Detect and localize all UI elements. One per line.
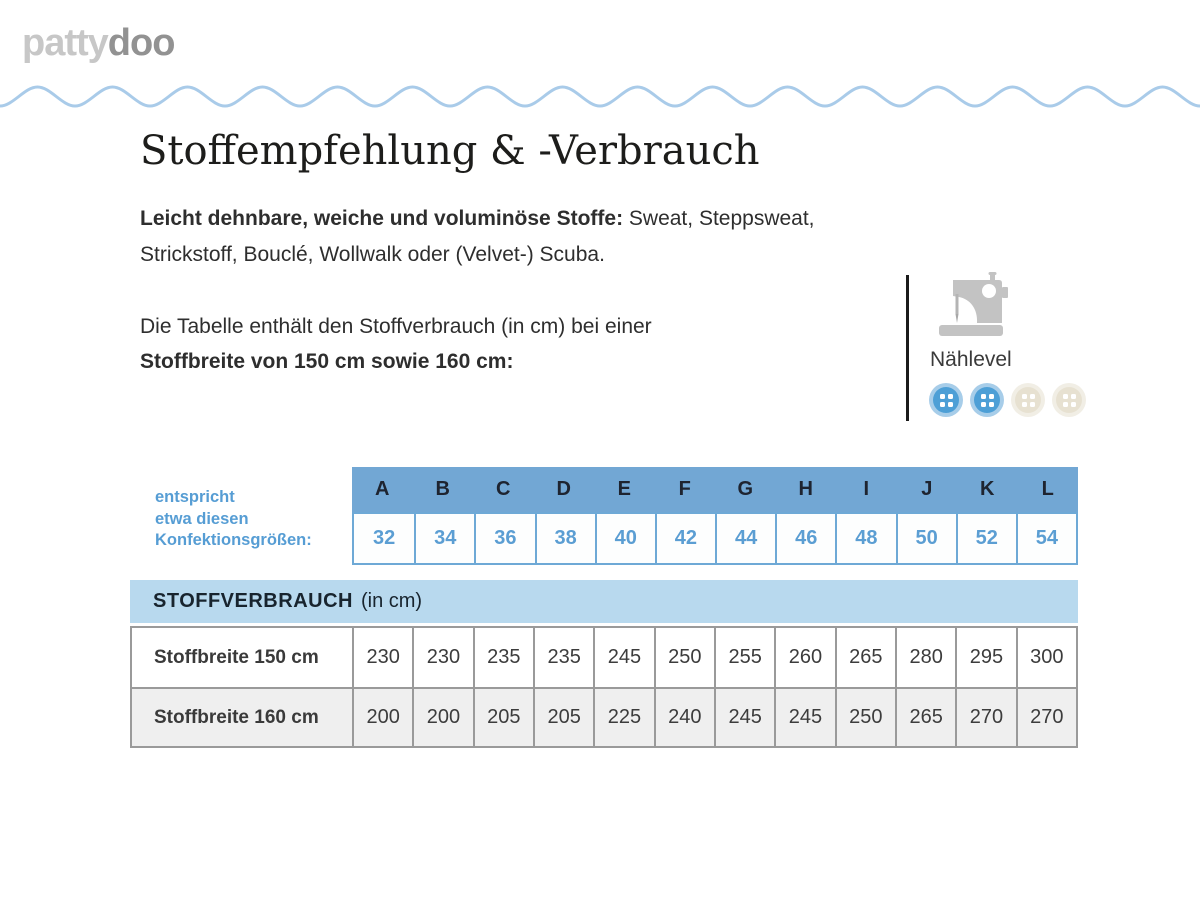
value-cell: 235: [532, 628, 593, 687]
button-icon-inactive: [1052, 383, 1086, 417]
size-letter-cell: L: [1041, 478, 1054, 500]
value-cell: 295: [955, 628, 1015, 687]
size-number-cell: 48: [835, 514, 895, 563]
value-cell: 245: [713, 689, 774, 746]
value-cell: 240: [653, 689, 714, 746]
value-cell: 200: [412, 689, 472, 746]
note-line-2: Stoffbreite von 150 cm sowie 160 cm:: [140, 350, 514, 373]
naehlevel-label: Nählevel: [930, 348, 1012, 371]
size-letter-cell: K: [980, 478, 995, 500]
size-letter-cell: F: [678, 478, 691, 500]
value-cell: 255: [713, 628, 774, 687]
sewing-machine-icon: [939, 272, 1008, 336]
size-letter-cell: I: [863, 478, 870, 500]
size-letters-row: A B C D E F G H I J K L: [352, 467, 1078, 512]
row-label: Stoffbreite 160 cm: [154, 706, 319, 728]
fabric-recommendation-text: Leicht dehnbare, weiche und voluminöse S…: [140, 201, 815, 273]
intro-line-1: Leicht dehnbare, weiche und voluminöse S…: [140, 201, 815, 237]
note-line-1: Die Tabelle enthält den Stoffverbrauch (…: [140, 315, 652, 338]
size-number-cell: 46: [775, 514, 835, 563]
value-cell: 245: [774, 689, 834, 746]
value-cell: 245: [593, 628, 653, 687]
intro-regular: Sweat, Steppsweat,: [628, 207, 815, 230]
size-letter-cell: C: [496, 478, 511, 500]
consumption-table: Stoffbreite 150 cm 230 230 235 235 245 250 255…: [130, 626, 1078, 748]
value-cell: 270: [955, 689, 1015, 746]
value-cell: 260: [774, 628, 834, 687]
value-cell: 265: [834, 628, 895, 687]
size-letter-cell: G: [737, 478, 754, 500]
logo-part-light: patty: [22, 22, 109, 64]
size-number-cell: 36: [474, 514, 534, 563]
button-icon-active: [970, 383, 1004, 417]
value-cell: 200: [352, 689, 412, 746]
size-letter-cell: J: [921, 478, 933, 500]
value-cell: 205: [532, 689, 593, 746]
size-number-cell: 50: [895, 514, 956, 563]
button-icon-active: [929, 383, 963, 417]
value-cell: 280: [894, 628, 955, 687]
intro-line-2: Strickstoff, Bouclé, Wollwalk oder (Velv…: [140, 243, 605, 266]
table-row-160: Stoffbreite 160 cm 200 200 205 205 225 240 245…: [132, 687, 1076, 746]
size-letter-cell: E: [617, 478, 631, 500]
value-cell: 300: [1015, 628, 1076, 687]
value-cell: 230: [412, 628, 472, 687]
naehlevel-rating: [929, 383, 1086, 417]
caption-line: entspricht: [155, 488, 235, 506]
value-cell: 230: [352, 628, 412, 687]
table-row-150: Stoffbreite 150 cm 230 230 235 235 245 250 255…: [132, 628, 1076, 687]
pattydoo-logo: pattydoo: [22, 22, 176, 65]
logo-part-dark: doo: [107, 22, 176, 64]
wave-divider: [0, 82, 1200, 112]
page-title: Stoffempfehlung & -Verbrauch: [140, 128, 760, 174]
value-cell: 250: [834, 689, 895, 746]
value-cell: 225: [593, 689, 653, 746]
value-cell: 270: [1015, 689, 1076, 746]
size-letter-cell: H: [798, 478, 813, 500]
consumption-header-unit: (in cm): [360, 590, 423, 612]
row-label: Stoffbreite 150 cm: [154, 646, 319, 668]
value-cell: 250: [653, 628, 714, 687]
size-number-cell: 40: [594, 514, 655, 563]
size-number-cell: 54: [1015, 514, 1076, 563]
size-number-cell: 42: [654, 514, 715, 563]
button-icon-inactive: [1011, 383, 1045, 417]
value-cell: 235: [472, 628, 533, 687]
size-number-cell: 52: [955, 514, 1016, 563]
vertical-divider: [906, 275, 909, 421]
intro-bold: Leicht dehnbare, weiche und voluminöse S…: [140, 207, 624, 230]
size-number-cell: 34: [414, 514, 474, 563]
caption-line: Konfektionsgrößen:: [155, 531, 312, 549]
consumption-header-band: STOFFVERBRAUCH (in cm): [130, 580, 1078, 623]
size-letter-cell: B: [435, 478, 450, 500]
size-letter-cell: D: [556, 478, 571, 500]
size-number-cell: 44: [715, 514, 775, 563]
size-number-cell: 38: [534, 514, 595, 563]
size-number-cell: 32: [372, 527, 396, 549]
consumption-header-bold: STOFFVERBRAUCH: [153, 590, 353, 612]
value-cell: 265: [894, 689, 955, 746]
caption-line: etwa diesen: [155, 509, 249, 528]
size-table-caption: entspricht etwa diesen Konfektionsgrößen:: [155, 487, 312, 552]
value-cell: 205: [472, 689, 533, 746]
size-letter-cell: A: [375, 478, 390, 500]
size-numbers-row: 32 34 36 38 40 42 44 46 48 50 52 54: [352, 512, 1078, 565]
table-note-text: Die Tabelle enthält den Stoffverbrauch (…: [140, 309, 652, 379]
